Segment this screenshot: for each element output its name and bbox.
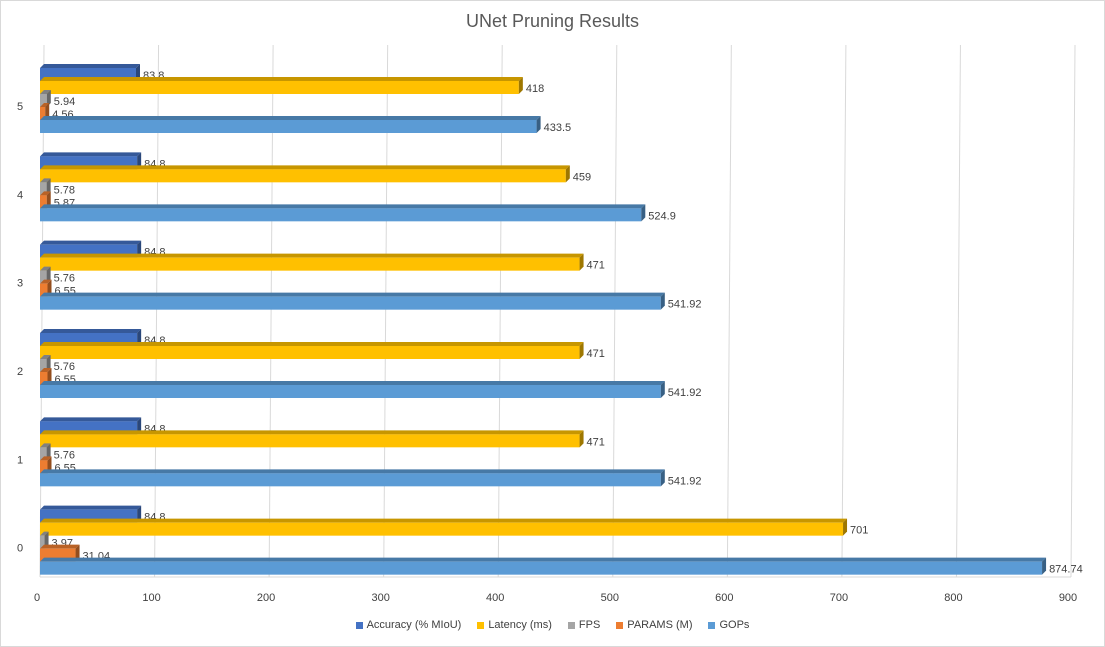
bar-fps-3 bbox=[40, 266, 51, 284]
bar-latency-ms-3 bbox=[40, 253, 584, 271]
bar-gops-2 bbox=[40, 381, 665, 398]
data-label: 5.94 bbox=[54, 96, 75, 108]
category-label: 0 bbox=[17, 543, 23, 555]
legend-item: Latency (ms) bbox=[477, 619, 552, 631]
bar-gops-5 bbox=[40, 116, 541, 133]
gridline bbox=[726, 44, 732, 578]
bar-params-m-1 bbox=[40, 456, 52, 474]
legend-swatch bbox=[708, 621, 716, 629]
x-tick-label: 900 bbox=[1059, 592, 1077, 604]
bar-gops-1 bbox=[40, 469, 665, 487]
bar-gops-3 bbox=[40, 292, 665, 310]
data-label: 541.92 bbox=[668, 475, 702, 487]
legend-item: GOPs bbox=[708, 619, 749, 631]
bar-fps-0 bbox=[40, 531, 49, 549]
data-label: 459 bbox=[573, 171, 591, 183]
gridline bbox=[497, 44, 503, 578]
data-label: 5.76 bbox=[54, 273, 75, 285]
bar-latency-ms-0 bbox=[40, 518, 848, 536]
data-label: 701 bbox=[850, 525, 868, 537]
bar-gops-0 bbox=[40, 557, 1047, 575]
data-label: 433.5 bbox=[544, 122, 572, 134]
data-label: 524.9 bbox=[648, 210, 676, 222]
x-tick-label: 100 bbox=[142, 592, 160, 604]
bar-gops-4 bbox=[40, 204, 646, 222]
legend-swatch bbox=[616, 621, 624, 629]
gridline bbox=[1070, 44, 1076, 578]
x-tick-label: 600 bbox=[715, 592, 733, 604]
chart-title: UNet Pruning Results bbox=[465, 11, 640, 31]
gridline bbox=[955, 44, 961, 578]
legend-label: Latency (ms) bbox=[488, 619, 552, 631]
bar-fps-5 bbox=[40, 90, 51, 107]
data-label: 5.78 bbox=[54, 184, 75, 196]
legend-item: Accuracy (% MIoU) bbox=[355, 619, 462, 631]
legend-swatch bbox=[355, 621, 363, 629]
bar-params-m-4 bbox=[40, 191, 51, 209]
bar-params-m-3 bbox=[40, 279, 52, 297]
data-label: 471 bbox=[587, 436, 605, 448]
bar-latency-ms-2 bbox=[40, 342, 584, 359]
bar-fps-1 bbox=[40, 443, 51, 461]
legend-label: Accuracy (% MIoU) bbox=[366, 619, 462, 631]
bar-latency-ms-5 bbox=[40, 77, 523, 94]
legend-item: PARAMS (M) bbox=[616, 619, 692, 631]
bar-latency-ms-4 bbox=[40, 165, 570, 183]
gridline bbox=[841, 44, 847, 578]
category-label: 4 bbox=[17, 189, 23, 201]
data-label: 471 bbox=[587, 260, 605, 272]
gridline bbox=[612, 44, 618, 578]
x-tick-label: 700 bbox=[830, 592, 848, 604]
legend-label: PARAMS (M) bbox=[627, 619, 693, 631]
bar-params-m-2 bbox=[40, 368, 52, 385]
legend-swatch bbox=[567, 621, 575, 629]
data-label: 874.74 bbox=[1049, 564, 1083, 576]
legend-swatch bbox=[477, 621, 485, 629]
x-tick-label: 400 bbox=[486, 592, 504, 604]
x-tick-label: 0 bbox=[34, 592, 40, 604]
x-tick-label: 300 bbox=[371, 592, 389, 604]
data-label: 5.76 bbox=[54, 361, 75, 373]
data-label: 541.92 bbox=[668, 299, 702, 311]
legend: Accuracy (% MIoU) Latency (ms) FPS PARAMS (… bbox=[0, 619, 1105, 631]
x-tick-label: 200 bbox=[257, 592, 275, 604]
category-label: 5 bbox=[17, 101, 23, 113]
data-label: 418 bbox=[526, 83, 544, 95]
legend-label: FPS bbox=[578, 619, 601, 631]
gridline bbox=[154, 44, 160, 578]
bar-params-m-5 bbox=[40, 103, 50, 120]
category-label: 2 bbox=[17, 366, 23, 378]
x-tick-label: 800 bbox=[944, 592, 962, 604]
gridline bbox=[268, 44, 274, 578]
category-label: 3 bbox=[17, 278, 23, 290]
gridline bbox=[383, 44, 389, 578]
category-label: 1 bbox=[17, 454, 23, 466]
legend-label: GOPs bbox=[719, 619, 750, 631]
gridline bbox=[39, 44, 45, 578]
x-tick-label: 500 bbox=[601, 592, 619, 604]
data-label: 541.92 bbox=[668, 387, 702, 399]
bar-fps-2 bbox=[40, 355, 51, 372]
data-label: 5.76 bbox=[54, 449, 75, 461]
bar-fps-4 bbox=[40, 178, 51, 196]
data-label: 471 bbox=[587, 348, 605, 360]
bar-latency-ms-1 bbox=[40, 430, 584, 448]
legend-item: FPS bbox=[567, 619, 601, 631]
